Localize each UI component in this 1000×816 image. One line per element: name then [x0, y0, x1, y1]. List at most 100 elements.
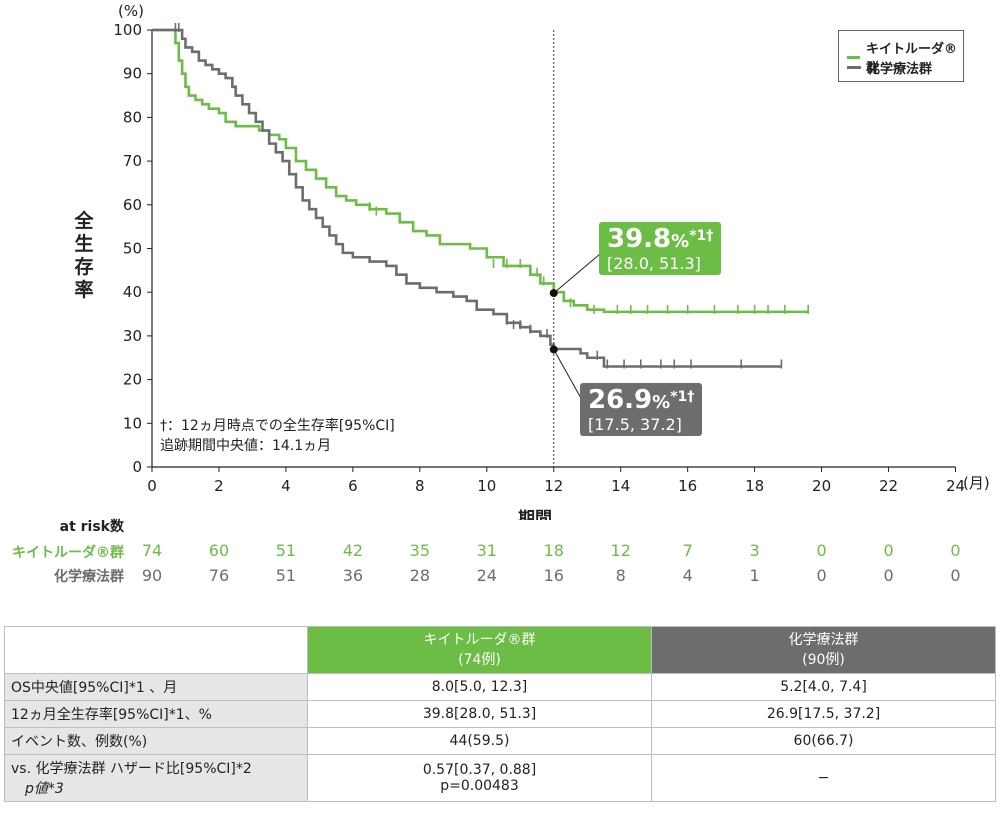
- table-header-keytruda: キイトルーダ®群 (74例): [307, 626, 652, 674]
- x-tick-label: 10: [477, 477, 496, 495]
- x-tick-label: 6: [348, 477, 358, 495]
- at-risk-chemo-label: 化学療法群: [54, 569, 124, 585]
- chemo-callout-unit: %: [652, 392, 671, 413]
- cell-keytruda: 39.8[28.0, 51.3]: [307, 700, 652, 728]
- at-risk-chemo-value: 0: [816, 566, 827, 585]
- at-risk-keytruda-value: 3: [749, 541, 760, 560]
- table-header-blank: [4, 626, 308, 674]
- x-tick-label: 2: [214, 477, 224, 495]
- at-risk-chemo-value: 0: [883, 566, 894, 585]
- legend-keytruda-swatch: [847, 55, 861, 59]
- at-risk-chemo-value: 24: [476, 566, 497, 585]
- note-95ci: †：12ヵ月時点での全生存率[95%CI]: [160, 418, 395, 434]
- y-tick-label: 40: [123, 283, 142, 301]
- x-tick-label: 24: [946, 477, 965, 495]
- y-tick-label: 90: [123, 65, 142, 83]
- keytruda-callout-value: 39.8: [607, 224, 672, 254]
- table-header-chemo: 化学療法群 (90例): [651, 626, 996, 674]
- at-risk-keytruda-value: 0: [950, 541, 961, 560]
- at-risk-keytruda-value: 31: [476, 541, 497, 560]
- y-axis-title-char: 全: [74, 210, 94, 232]
- y-tick-label: 30: [123, 327, 142, 345]
- chemo-callout-ci: [17.5, 37.2]: [588, 415, 682, 434]
- at-risk-chemo-value: 4: [682, 566, 693, 585]
- y-tick-label: 10: [123, 414, 142, 432]
- keytruda-callout-unit: %: [671, 231, 690, 252]
- chemo-callout: 26.9%*1† [17.5, 37.2]: [580, 383, 703, 436]
- chemo-callout-value: 26.9: [588, 385, 653, 415]
- legend-chemo-swatch: [847, 66, 861, 69]
- at-risk-keytruda-value: 51: [275, 541, 297, 560]
- at-risk-chemo-value: 51: [275, 566, 297, 585]
- legend: キイトルーダ®群 化学療法群: [838, 30, 964, 82]
- x-unit-label: (月): [963, 474, 990, 492]
- keytruda-callout-ci: [28.0, 51.3]: [607, 254, 701, 273]
- cell-keytruda: 44(59.5): [307, 727, 652, 755]
- at-risk-title: at risk数: [59, 519, 124, 535]
- y-tick-label: 50: [123, 240, 142, 258]
- cell-chemo: 60(66.7): [651, 727, 996, 755]
- x-tick-label: 12: [544, 477, 563, 495]
- at-risk-keytruda-value: 18: [543, 541, 564, 560]
- cell-keytruda: 0.57[0.37, 0.88] p=0.00483: [307, 754, 652, 802]
- at-risk-chemo-value: 76: [208, 566, 230, 585]
- x-tick-label: 4: [281, 477, 291, 495]
- at-risk-chemo-value: 16: [543, 566, 564, 585]
- table-row: 12ヵ月全生存率[95%CI]*1、% 39.8[28.0, 51.3] 26.…: [4, 700, 996, 728]
- y-axis-title-char: 率: [74, 279, 94, 301]
- x-tick-label: 16: [678, 477, 697, 495]
- y-axis-title-char: 生: [74, 233, 94, 255]
- x-axis-title: 期間: [518, 509, 552, 520]
- y-tick-label: 0: [132, 458, 142, 476]
- at-risk-chemo-value: 1: [749, 566, 760, 585]
- chemo-callout-connector: [553, 349, 583, 401]
- at-risk-chemo-value: 90: [141, 566, 163, 585]
- x-tick-label: 18: [745, 477, 764, 495]
- row-label-os-median: OS中央値[95%CI]*1 、月: [4, 673, 308, 701]
- keytruda-callout-connector: [553, 253, 601, 294]
- table-row: イベント数、例数(%) 44(59.5) 60(66.7): [4, 727, 996, 755]
- keytruda-12m-point: [549, 289, 558, 298]
- at-risk-keytruda-value: 35: [409, 541, 430, 560]
- at-risk-keytruda-value: 0: [883, 541, 894, 560]
- chart-notes: †：12ヵ月時点での全生存率[95%CI] 追跡期間中央値：14.1ヵ月: [160, 416, 395, 456]
- at-risk-keytruda-value: 12: [610, 541, 631, 560]
- keytruda-survival-curve: [152, 28, 809, 314]
- row-label-hazard: vs. 化学療法群 ハザード比[95%CI]*2 p値*3: [4, 754, 308, 802]
- y-tick-label: 20: [123, 371, 142, 389]
- legend-keytruda-label: キイトルーダ®群: [866, 42, 958, 76]
- y-tick-label: 70: [123, 152, 142, 170]
- y-axis-title-char: 存: [74, 256, 94, 278]
- at-risk-chemo-value: 28: [409, 566, 430, 585]
- y-tick-label: 80: [123, 108, 142, 126]
- chemo-12m-point: [549, 345, 558, 354]
- cell-chemo: 5.2[4.0, 7.4]: [651, 673, 996, 701]
- y-unit-label: (%): [118, 2, 144, 20]
- at-risk-keytruda-value: 7: [682, 541, 693, 560]
- y-axis-title: 全生存率: [72, 210, 96, 302]
- y-tick-label: 60: [123, 196, 142, 214]
- table-row: vs. 化学療法群 ハザード比[95%CI]*2 p値*3 0.57[0.37, …: [4, 754, 996, 802]
- at-risk-keytruda-value: 74: [141, 541, 163, 560]
- row-label-events: イベント数、例数(%): [4, 727, 308, 755]
- at-risk-keytruda-value: 60: [208, 541, 230, 560]
- row-label-12m-os: 12ヵ月全生存率[95%CI]*1、%: [4, 700, 308, 728]
- summary-table: キイトルーダ®群 (74例) 化学療法群 (90例) OS中央値[95%CI]*1 …: [4, 626, 996, 802]
- at-risk-chemo-value: 8: [615, 566, 626, 585]
- cell-keytruda: 8.0[5.0, 12.3]: [307, 673, 652, 701]
- y-tick-label: 100: [113, 21, 142, 39]
- table-row: OS中央値[95%CI]*1 、月 8.0[5.0, 12.3] 5.2[4.0…: [4, 673, 996, 701]
- at-risk-chemo-value: 0: [950, 566, 961, 585]
- x-tick-label: 22: [879, 477, 898, 495]
- x-tick-label: 8: [415, 477, 425, 495]
- keytruda-callout: 39.8%*1† [28.0, 51.3]: [599, 222, 722, 275]
- at-risk-keytruda-value: 42: [342, 541, 364, 560]
- chemo-survival-curve: [152, 28, 782, 368]
- cell-chemo: 26.9[17.5, 37.2]: [651, 700, 996, 728]
- x-tick-label: 20: [812, 477, 831, 495]
- at-risk-keytruda-value: 0: [816, 541, 827, 560]
- legend-chemo-label: 化学療法群: [867, 62, 933, 77]
- keytruda-callout-sup: *1†: [689, 228, 714, 244]
- note-followup: 追跡期間中央値：14.1ヵ月: [160, 438, 332, 454]
- x-tick-label: 0: [147, 477, 157, 495]
